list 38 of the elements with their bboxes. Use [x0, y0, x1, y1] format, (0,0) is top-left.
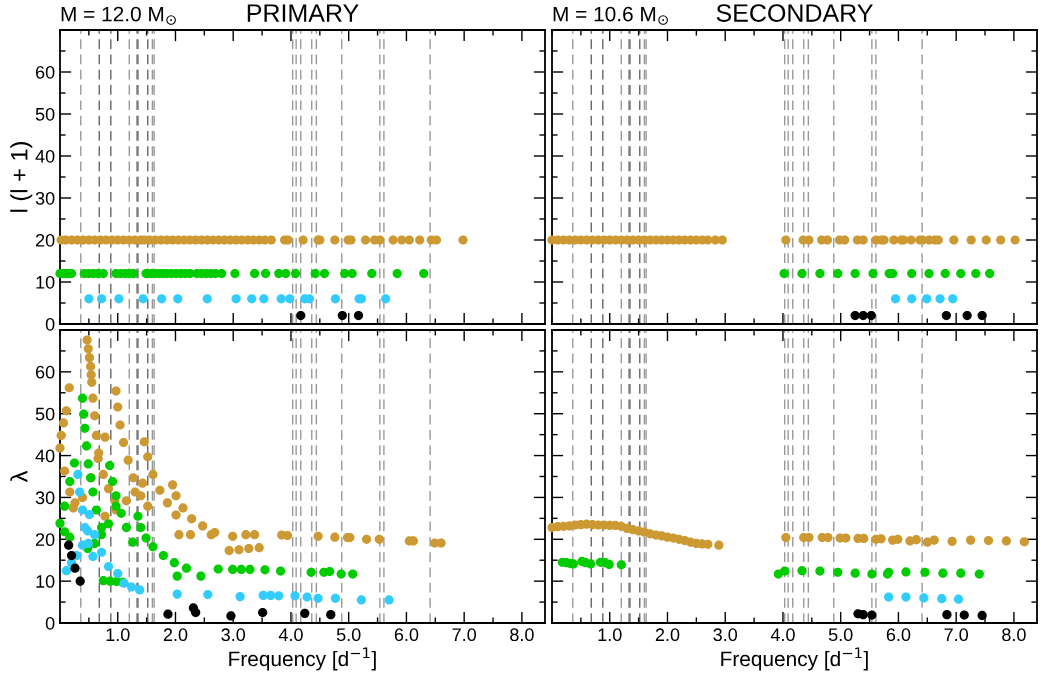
y-tick-label: 20: [35, 533, 55, 547]
y-tick-label: 30: [35, 191, 55, 205]
x-tick-label: 1.0: [598, 628, 622, 642]
y-tick-label: 20: [35, 233, 55, 247]
y-axis-title: l (l + 1): [10, 142, 33, 212]
y-tick-label: 50: [35, 107, 55, 121]
x-axis-title: Frequency [d$^{−1}$]: [229, 647, 376, 671]
x-axis-title: Frequency [d$^{−1}$]: [721, 647, 868, 671]
chart-title: SECONDARY: [716, 4, 873, 22]
x-tick-label: 2.0: [655, 628, 680, 642]
x-tick-label: 1.0: [106, 628, 130, 642]
x-tick-label: 5.0: [336, 628, 361, 642]
y-axis-title: λ: [10, 470, 28, 483]
x-tick-label: 7.0: [452, 628, 477, 642]
y-tick-label: 0: [45, 616, 55, 630]
x-tick-label: 3.0: [221, 628, 246, 642]
y-tick-label: 10: [36, 575, 55, 588]
x-tick-label: 6.0: [394, 628, 419, 642]
x-tick-label: 5.0: [828, 628, 853, 642]
y-tick-label: 60: [35, 365, 55, 379]
x-tick-label: 4.0: [770, 628, 795, 642]
y-tick-label: 60: [35, 65, 55, 79]
x-tick-label: 2.0: [163, 628, 188, 642]
x-tick-label: 3.0: [713, 628, 738, 642]
y-tick-label: 40: [35, 149, 55, 163]
x-tick-label: 7.0: [944, 628, 969, 642]
y-tick-label: 10: [36, 275, 55, 289]
x-tick-label: 8.0: [1002, 628, 1026, 642]
x-tick-label: 8.0: [510, 628, 534, 642]
x-tick-label: 4.0: [278, 628, 303, 642]
chart-title: PRIMARY: [247, 4, 359, 22]
text: M = 12.0 M$_{⊙}$: [61, 6, 176, 25]
text: M = 10.6 M$_{⊙}$: [553, 6, 668, 25]
y-tick-label: 40: [35, 449, 55, 463]
x-tick-label: 6.0: [886, 628, 911, 642]
y-tick-label: 30: [35, 491, 55, 505]
y-tick-label: 0: [45, 317, 55, 331]
y-tick-label: 50: [35, 407, 55, 421]
